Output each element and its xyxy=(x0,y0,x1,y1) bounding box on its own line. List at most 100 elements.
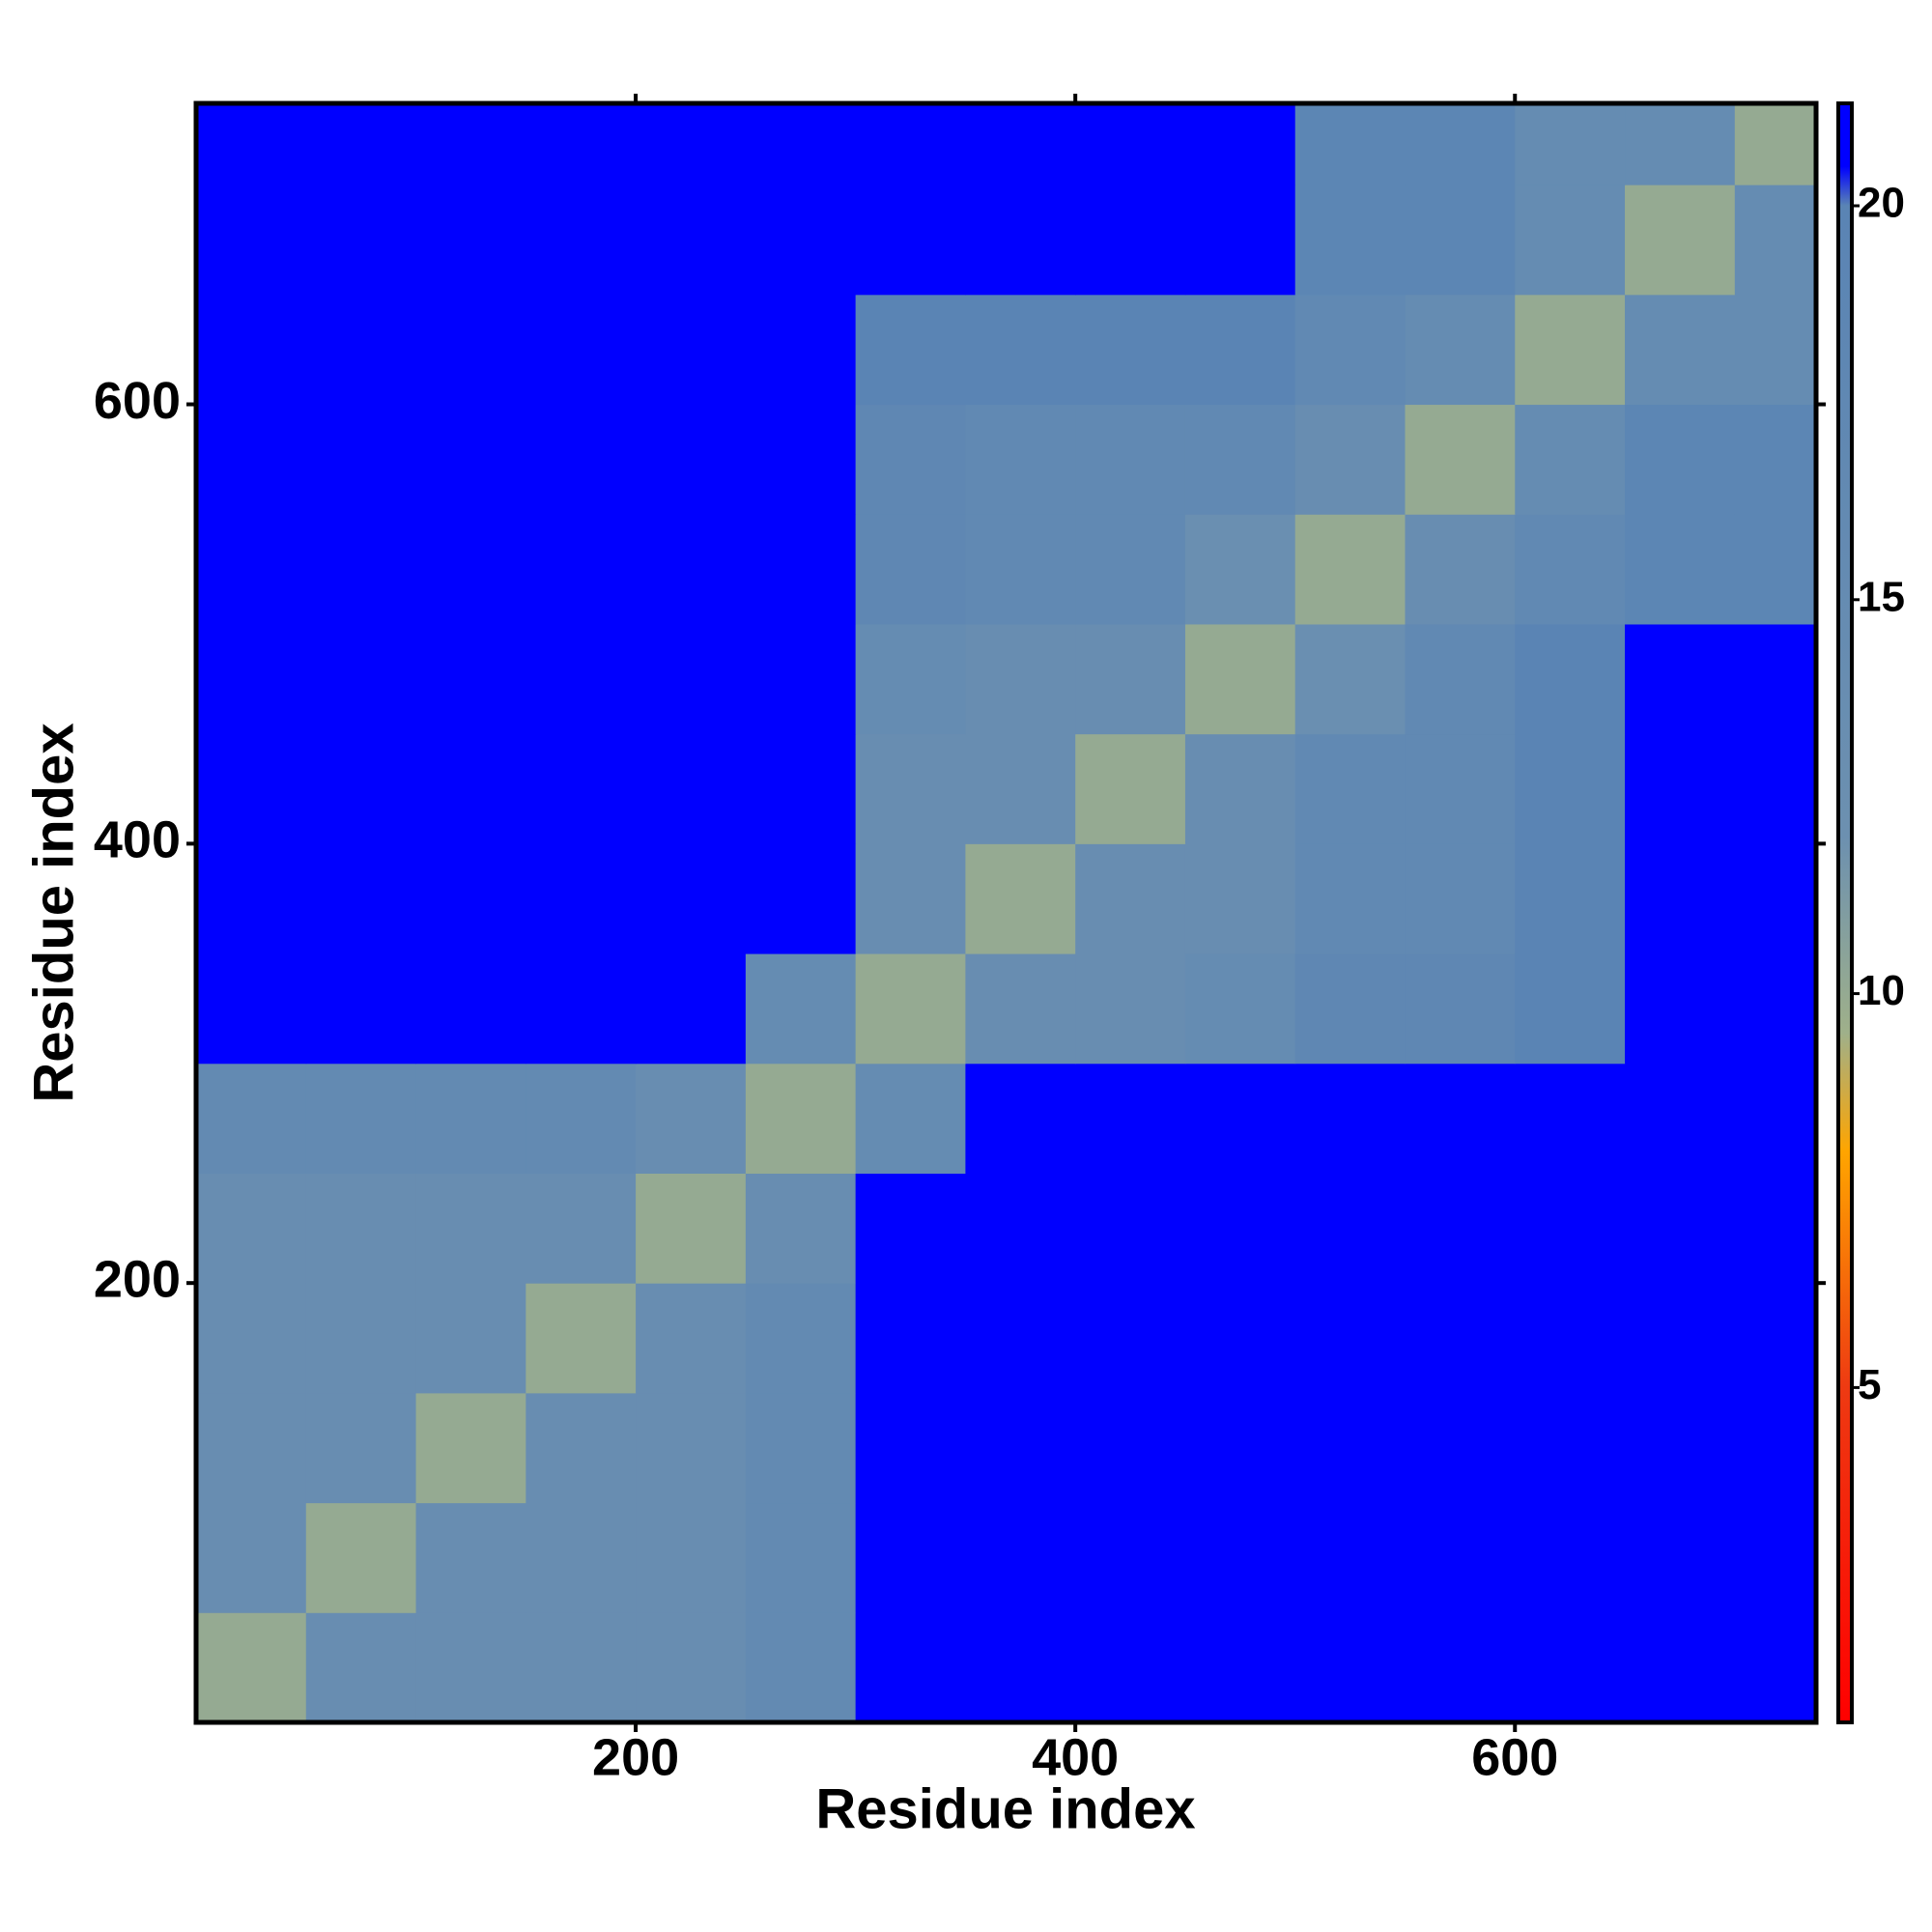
heatmap-cell xyxy=(1515,514,1626,625)
y-axis-title: Residue index xyxy=(22,723,85,1102)
heatmap-cell xyxy=(1294,1283,1406,1394)
heatmap-cell xyxy=(415,1063,526,1174)
heatmap-cell xyxy=(305,294,417,406)
heatmap-cell xyxy=(1184,953,1296,1065)
heatmap-cell xyxy=(305,514,417,625)
heatmap-cell xyxy=(1405,1612,1516,1723)
heatmap-cell xyxy=(526,623,637,735)
heatmap-cell xyxy=(855,404,966,515)
heatmap-cell xyxy=(745,103,857,185)
heatmap-cell xyxy=(415,514,526,625)
heatmap-cell xyxy=(1734,103,1817,185)
heatmap-cell xyxy=(415,294,526,406)
heatmap-cell xyxy=(1294,1392,1406,1504)
heatmap-cell xyxy=(196,1173,307,1284)
heatmap-cell xyxy=(636,733,747,844)
heatmap-cell xyxy=(855,1612,966,1723)
heatmap-cell xyxy=(745,1283,857,1394)
heatmap-cell xyxy=(745,623,857,735)
heatmap-cell xyxy=(305,1612,417,1723)
heatmap-cell xyxy=(1405,514,1516,625)
heatmap-cell xyxy=(1405,185,1516,296)
heatmap-cell xyxy=(636,404,747,515)
heatmap-cell xyxy=(965,404,1076,515)
heatmap-cell xyxy=(965,1283,1076,1394)
heatmap-cell xyxy=(1405,294,1516,406)
heatmap-cell xyxy=(965,733,1076,844)
heatmap-cell xyxy=(855,1392,966,1504)
heatmap-cell xyxy=(415,623,526,735)
heatmap-cell xyxy=(305,103,417,185)
colorbar xyxy=(1836,101,1854,1724)
heatmap-cell xyxy=(745,953,857,1065)
heatmap-cell xyxy=(526,1283,637,1394)
heatmap-cell xyxy=(1734,1612,1817,1723)
heatmap-cell xyxy=(855,103,966,185)
heatmap-cell xyxy=(415,404,526,515)
heatmap-cell xyxy=(415,103,526,185)
heatmap-cell xyxy=(1734,1502,1817,1613)
heatmap-cell xyxy=(636,1283,747,1394)
heatmap-cell xyxy=(745,1612,857,1723)
heatmap-cell xyxy=(1075,185,1186,296)
heatmap-cell xyxy=(1184,733,1296,844)
y-tick-label: 600 xyxy=(94,372,181,430)
heatmap-cell xyxy=(1075,623,1186,735)
heatmap-cell xyxy=(526,404,637,515)
heatmap-cell xyxy=(1294,953,1406,1065)
heatmap-cell xyxy=(1515,843,1626,954)
heatmap-cell xyxy=(636,1502,747,1613)
heatmap-cell xyxy=(965,185,1076,296)
heatmap-cell xyxy=(1184,1392,1296,1504)
heatmap-cell xyxy=(1075,1612,1186,1723)
heatmap-cell xyxy=(1734,1392,1817,1504)
heatmap-cell xyxy=(1625,1502,1736,1613)
heatmap-cell xyxy=(1184,514,1296,625)
heatmap-cell xyxy=(526,185,637,296)
heatmap-cell xyxy=(1294,1063,1406,1174)
heatmap-cell xyxy=(965,294,1076,406)
heatmap-cell xyxy=(965,1502,1076,1613)
heatmap-cell xyxy=(745,843,857,954)
heatmap-cell xyxy=(1734,843,1817,954)
heatmap-cell xyxy=(526,1392,637,1504)
heatmap-cell xyxy=(1405,1173,1516,1284)
heatmap-cell xyxy=(305,1173,417,1284)
heatmap-cell xyxy=(745,1392,857,1504)
heatmap-cell xyxy=(1625,185,1736,296)
heatmap-cell xyxy=(1734,623,1817,735)
heatmap-cell xyxy=(1625,1063,1736,1174)
heatmap-cell xyxy=(1625,1612,1736,1723)
heatmap-cell xyxy=(636,843,747,954)
heatmap-cell xyxy=(305,1392,417,1504)
heatmap-cell xyxy=(196,953,307,1065)
heatmap-cell xyxy=(305,1063,417,1174)
heatmap-cell xyxy=(1294,404,1406,515)
heatmap-cell xyxy=(1405,623,1516,735)
heatmap-cell xyxy=(1734,1063,1817,1174)
heatmap-cell xyxy=(305,953,417,1065)
heatmap-cell xyxy=(745,185,857,296)
heatmap-cell xyxy=(855,185,966,296)
heatmap-cell xyxy=(1075,733,1186,844)
heatmap-cell xyxy=(1294,1612,1406,1723)
heatmap-cell xyxy=(1184,1173,1296,1284)
heatmap-cell xyxy=(636,1173,747,1284)
heatmap-cell xyxy=(1515,1283,1626,1394)
heatmap-cell xyxy=(1515,103,1626,185)
heatmap-cell xyxy=(636,185,747,296)
heatmap-cell xyxy=(855,294,966,406)
heatmap-cell xyxy=(855,843,966,954)
heatmap-cell xyxy=(1405,1502,1516,1613)
heatmap-cell xyxy=(415,1392,526,1504)
heatmap-cell xyxy=(1075,1392,1186,1504)
heatmap-cell xyxy=(1734,733,1817,844)
heatmap-cell xyxy=(1515,1612,1626,1723)
heatmap-cell xyxy=(526,103,637,185)
heatmap-cell xyxy=(855,1063,966,1174)
heatmap-cell xyxy=(855,733,966,844)
heatmap-cell xyxy=(415,953,526,1065)
heatmap-cell xyxy=(855,1173,966,1284)
heatmap-cell xyxy=(855,623,966,735)
